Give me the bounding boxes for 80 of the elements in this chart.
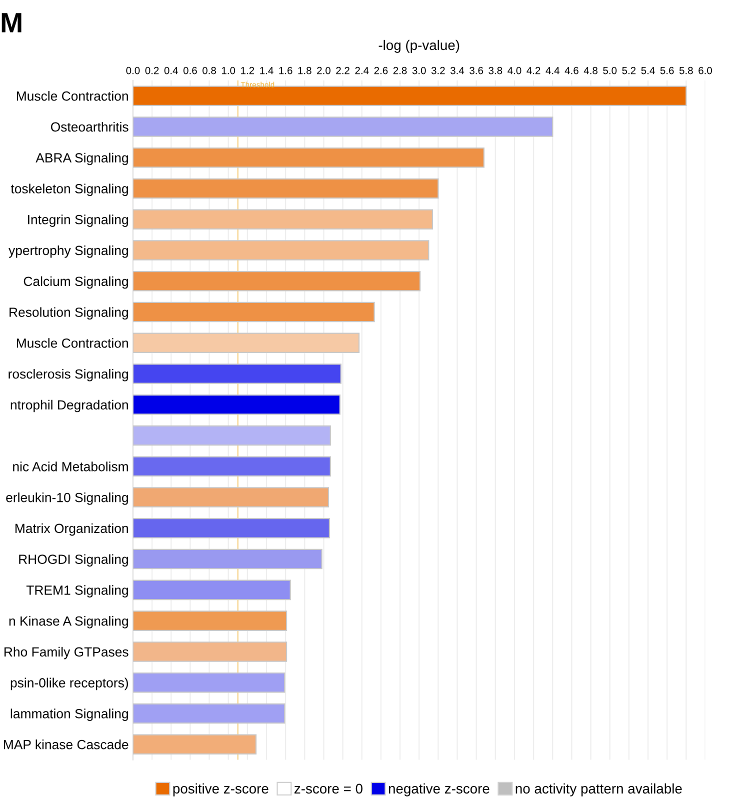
legend-label: no activity pattern available (516, 783, 682, 796)
chart-title: M (2, 13, 22, 32)
y-tick-label: TREM1 Signaling (26, 585, 128, 598)
bar (132, 548, 322, 570)
x-tick-label: 2.2 (336, 66, 350, 74)
bar (132, 734, 257, 754)
bar (132, 672, 286, 693)
x-tick-label: 5.0 (603, 66, 617, 74)
x-tick-label: 5.6 (660, 66, 674, 74)
x-tick-label: 4.8 (584, 66, 598, 74)
y-tick-label: nic Acid Metabolism (13, 462, 128, 472)
y-tick-label: Muscle Contraction (16, 91, 128, 101)
bar (132, 302, 375, 322)
y-tick-label: Matrix Organization (16, 523, 128, 536)
bar (132, 642, 288, 662)
x-tick-label: 5.2 (622, 66, 636, 74)
x-tick-label: 1.0 (222, 66, 236, 74)
y-tick-label: toskeleton Signaling (10, 184, 128, 196)
y-tick-label: ntrophil Degradation (10, 400, 128, 412)
x-tick-label: 4.6 (564, 66, 578, 74)
x-tick-label: 4.2 (526, 66, 540, 74)
y-tick-label: rosclerosis Signaling (8, 368, 128, 382)
x-tick-label: 1.2 (241, 66, 254, 74)
bar (132, 487, 330, 508)
bar (132, 209, 434, 230)
x-tick-label: 2.4 (355, 66, 369, 74)
x-tick-label: 2.8 (393, 66, 407, 74)
y-tick-label: Calcium Signaling (24, 276, 128, 289)
legend-label: z-score = 0 (294, 784, 362, 794)
x-tick-label: 3.4 (450, 66, 464, 74)
bar (132, 394, 340, 415)
bar (132, 456, 331, 477)
y-tick-label: ABRA Signaling (36, 152, 128, 166)
x-tick-label: 5.8 (679, 66, 693, 74)
y-tick-label: Muscle Contraction (16, 338, 128, 348)
x-tick-label: 5.4 (641, 67, 655, 74)
y-tick-label: Resolution Signaling (10, 307, 128, 320)
y-tick-label: ypertrophy Signaling (8, 245, 128, 258)
x-tick-label: 0.0 (126, 66, 140, 74)
x-tick-label: 1.4 (260, 67, 274, 74)
x-tick-label: 2.6 (374, 66, 388, 74)
y-tick-label: lammation Signaling (10, 708, 128, 721)
y-tick-label: n Kinase A Signaling (9, 616, 128, 628)
x-tick-label: 3.6 (470, 66, 484, 74)
x-tick-label: 3.2 (431, 66, 445, 74)
x-tick-label: 4.4 (546, 67, 560, 74)
y-tick-label: Osteoarthritis (50, 122, 128, 132)
x-tick-label: 1.8 (298, 66, 312, 74)
y-tick-label: Rho Family GTPases (4, 646, 128, 660)
bar (132, 271, 421, 292)
y-tick-label: psin-0like receptors) (10, 678, 128, 690)
x-axis-title: -log (p-value) (378, 40, 460, 53)
y-tick-label: erleukin-10 Signaling (6, 492, 128, 505)
y-tick-label: MAP kinase Cascade (4, 740, 128, 750)
bar (132, 178, 439, 199)
x-tick-label: 4.0 (508, 66, 522, 74)
bar (132, 86, 687, 106)
x-tick-label: 0.8 (202, 66, 216, 74)
x-tick-label: 0.6 (183, 66, 197, 74)
x-tick-label: 3.8 (488, 66, 502, 74)
x-tick-label: 1.6 (279, 66, 292, 74)
x-tick-label: 2.0 (317, 66, 330, 74)
bar (132, 364, 342, 384)
bar (132, 240, 430, 260)
bar (132, 703, 286, 724)
bar (132, 610, 288, 631)
x-tick-label: 0.2 (145, 66, 159, 74)
bar (132, 425, 331, 446)
y-tick-label: Integrin Signaling (28, 214, 128, 227)
bar (132, 518, 330, 538)
x-tick-label: 0.4 (164, 66, 178, 74)
bar (132, 116, 554, 137)
y-tick-label: RHOGDI Signaling (19, 554, 128, 567)
bar (132, 147, 485, 168)
x-tick-label: 3.0 (412, 66, 426, 74)
legend-label: positive z-score (173, 783, 268, 796)
bar (132, 332, 360, 354)
x-tick-label: 6.0 (698, 66, 712, 74)
bar (132, 580, 291, 600)
legend-label: negative z-score (388, 783, 490, 796)
